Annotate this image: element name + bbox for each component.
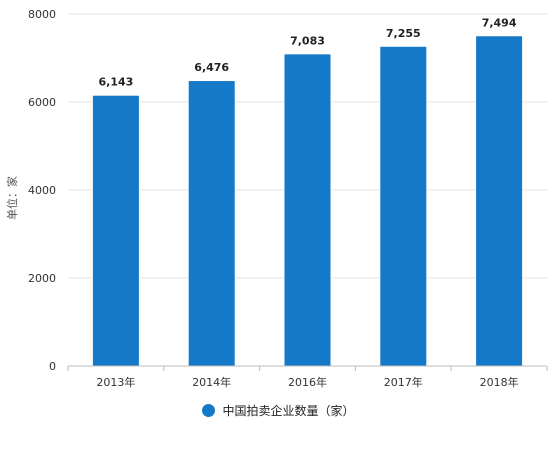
y-tick-label: 0	[49, 360, 56, 373]
bar-value-label: 7,494	[482, 16, 517, 29]
y-axis-label: 单位：家	[5, 176, 19, 220]
value-labels: 6,143 6,476 7,083 7,255 7,494	[99, 16, 517, 88]
y-tick-label: 6000	[28, 96, 56, 109]
bar-chart: 0 2000 4000 6000 8000 单位：家 6,143 6,476 7,083 7,…	[5, 8, 548, 389]
bar	[188, 81, 235, 366]
x-tick-label: 2017年	[384, 375, 423, 389]
bar	[284, 54, 331, 367]
x-tick-label: 2013年	[96, 375, 135, 389]
bar	[380, 46, 427, 366]
x-axis-ticks: 2013年 2014年 2016年 2017年 2018年	[67, 366, 548, 389]
bar	[476, 36, 523, 366]
x-tick-label: 2016年	[288, 375, 327, 389]
bar	[92, 95, 139, 366]
bar-value-label: 6,476	[194, 61, 229, 74]
bar-value-label: 7,083	[290, 34, 325, 47]
bar-value-label: 7,255	[386, 27, 421, 40]
bars	[92, 36, 523, 367]
y-tick-label: 4000	[28, 184, 56, 197]
x-tick-label: 2018年	[480, 375, 519, 389]
bar-value-label: 6,143	[99, 76, 134, 89]
legend-marker	[202, 404, 216, 417]
y-tick-label: 2000	[28, 272, 56, 285]
legend-label: 中国拍卖企业数量（家）	[222, 404, 355, 418]
y-tick-label: 8000	[28, 8, 56, 21]
x-tick-label: 2014年	[192, 375, 231, 389]
legend: 中国拍卖企业数量（家）	[0, 402, 557, 419]
y-axis-ticks: 0 2000 4000 6000 8000	[28, 8, 56, 373]
